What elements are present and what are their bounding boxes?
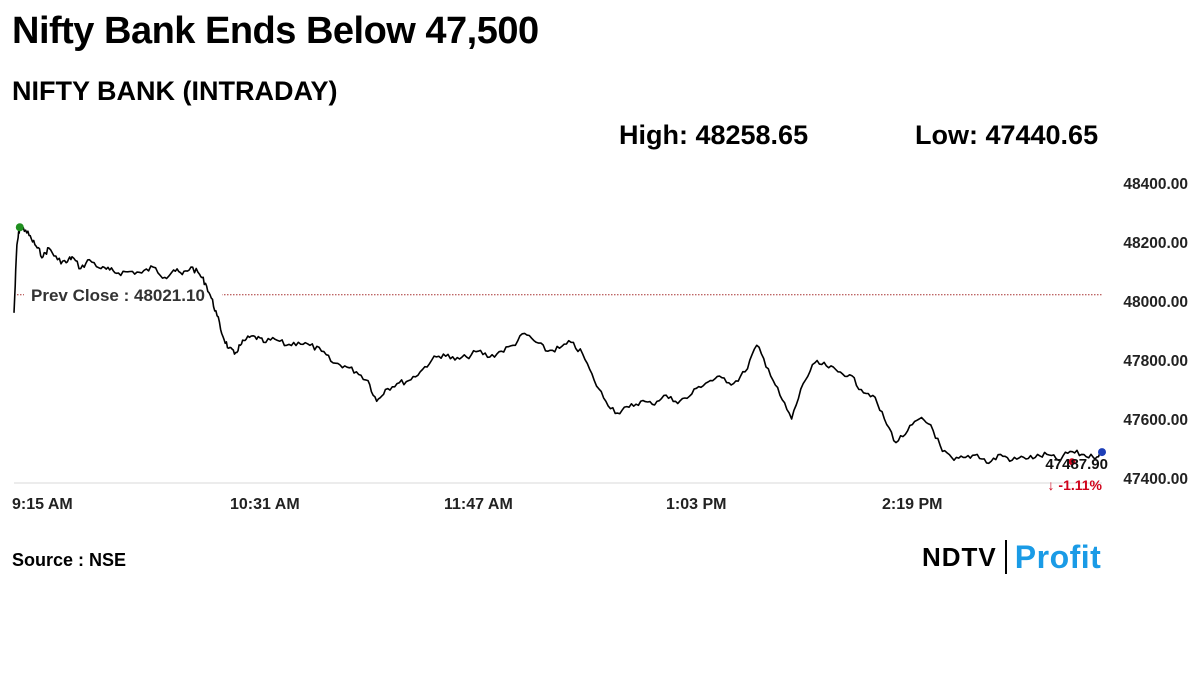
y-tick-label: 47400.00: [1123, 471, 1188, 488]
annotations: Prev Close : 48021.10 47487.90 ↓ -1.11%: [31, 286, 1108, 493]
x-tick-label: 1:03 PM: [666, 496, 726, 513]
prev-close-label-bg: [24, 282, 222, 307]
high-stat: High: 48258.65: [619, 120, 809, 150]
logo-divider: [1004, 540, 1007, 574]
y-tick-label: 48400.00: [1123, 176, 1188, 193]
y-tick-label: 47800.00: [1123, 353, 1188, 370]
y-tick-label: 48200.00: [1123, 235, 1188, 252]
x-tick-label: 10:31 AM: [230, 496, 300, 513]
y-tick-label: 48000.00: [1123, 294, 1188, 311]
source-note: Source : NSE: [12, 550, 127, 570]
plot-area: [13, 223, 1106, 466]
prev-close-label: Prev Close : 48021.10: [31, 286, 205, 305]
low-marker: [1068, 458, 1076, 466]
chart-headline: Nifty Bank Ends Below 47,500: [12, 10, 539, 52]
axes: 9:15 AM 10:31 AM 11:47 AM 1:03 PM 2:19 PM 474…: [12, 176, 1188, 513]
price-line: [13, 226, 1103, 465]
chart-subtitle: NIFTY BANK (INTRADAY): [12, 76, 338, 106]
x-tick-label: 11:47 AM: [444, 496, 513, 513]
intraday-line-chart: 9:15 AM 10:31 AM 11:47 AM 1:03 PM 2:19 PM 474…: [12, 176, 1188, 513]
open-marker: [15, 223, 24, 232]
change-percent-label: ↓ -1.11%: [1048, 477, 1103, 493]
ndtv-profit-logo: NDTV Profit: [922, 537, 1101, 577]
low-stat: Low: 47440.65: [915, 120, 1099, 150]
y-tick-label: 47600.00: [1123, 412, 1188, 429]
last-price-marker: [1098, 448, 1106, 457]
logo-profit-text: Profit: [1014, 538, 1102, 575]
logo-ndtv-text: NDTV: [922, 541, 997, 572]
last-price-label: 47487.90: [1045, 456, 1108, 473]
x-tick-label: 9:15 AM: [12, 496, 73, 513]
x-tick-label: 2:19 PM: [882, 496, 942, 513]
